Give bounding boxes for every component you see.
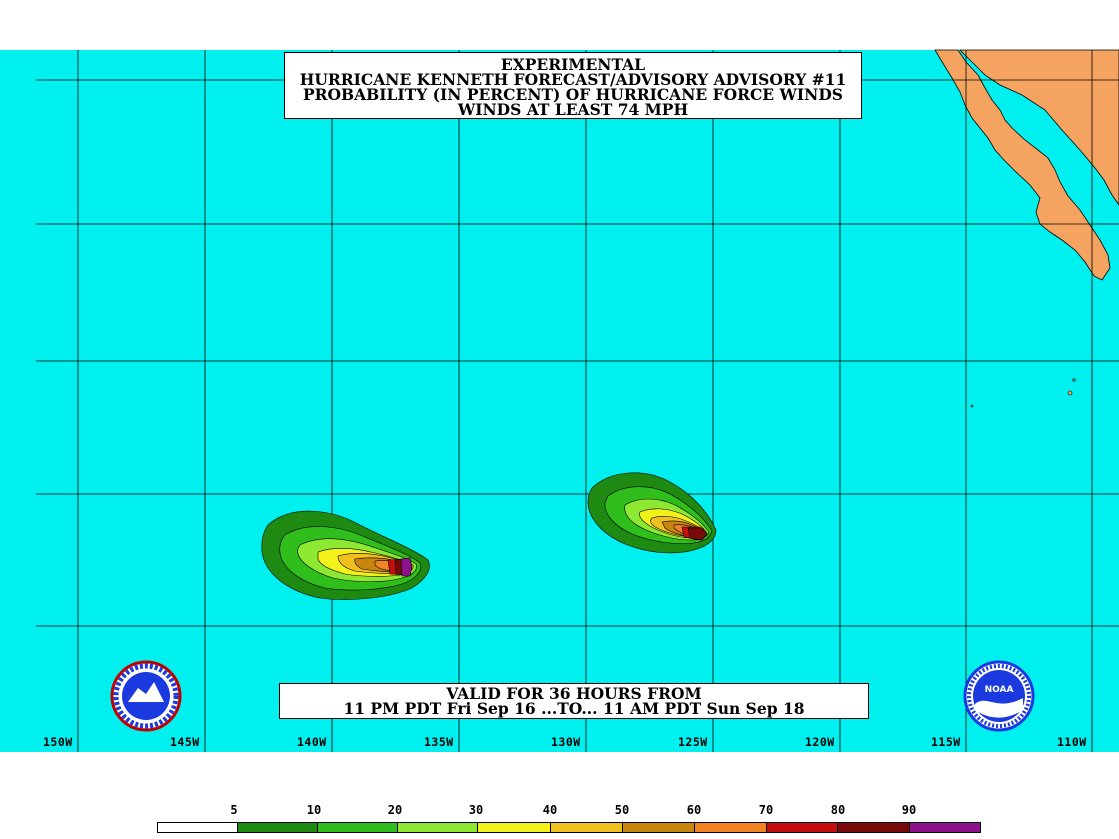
legend-label: 30 (468, 803, 484, 817)
legend-label: 60 (686, 803, 702, 817)
valid-period-box: VALID FOR 36 HOURS FROM 11 PM PDT Fri Se… (279, 683, 869, 719)
svg-text:NOAA: NOAA (985, 685, 1014, 695)
title-line-4: WINDS AT LEAST 74 MPH (457, 100, 689, 119)
legend-color-cell (238, 823, 318, 832)
lon-label-150w: 150W (43, 735, 73, 749)
island (1072, 378, 1076, 382)
land-mainland-mexico (959, 49, 1119, 206)
lon-label-125w: 125W (678, 735, 708, 749)
lon-label-135w: 135W (424, 735, 454, 749)
title-line-2: HURRICANE KENNETH FORECAST/ADVISORY ADVI… (299, 70, 847, 89)
legend-color-cell (478, 823, 551, 832)
island (970, 404, 974, 408)
nws-logo (110, 660, 182, 732)
title-line-1: EXPERIMENTAL (500, 55, 646, 74)
grid-lines (36, 50, 1119, 752)
title-box: EXPERIMENTAL HURRICANE KENNETH FORECAST/… (284, 52, 862, 119)
legend-label: 50 (614, 803, 630, 817)
valid-line-2: 11 PM PDT Fri Sep 16 ...TO... 11 AM PDT … (343, 699, 805, 718)
title-line-3: PROBABILITY (IN PERCENT) OF HURRICANE FO… (303, 85, 843, 104)
legend-color-cell (623, 823, 695, 832)
legend-color-cell (838, 823, 910, 832)
legend-color-cell (158, 823, 238, 832)
ocean (0, 50, 1119, 752)
lon-label-115w: 115W (931, 735, 961, 749)
probability-area-east (587, 472, 717, 554)
legend-label: 40 (542, 803, 558, 817)
legend-label: 90 (901, 803, 917, 817)
legend-label: 10 (306, 803, 322, 817)
lon-label-140w: 140W (297, 735, 327, 749)
lon-label-120w: 120W (805, 735, 835, 749)
legend-color-cell (695, 823, 767, 832)
lon-label-130w: 130W (551, 735, 581, 749)
probability-area-west (261, 510, 430, 600)
valid-line-1: VALID FOR 36 HOURS FROM (446, 684, 702, 703)
legend-color-cell (318, 823, 398, 832)
legend-label: 20 (387, 803, 403, 817)
island (1067, 390, 1073, 396)
legend-label: 5 (230, 803, 238, 817)
legend-color-cell (551, 823, 623, 832)
land-baja-california (934, 49, 1111, 281)
lon-label-145w: 145W (170, 735, 200, 749)
legend-color-cell (767, 823, 838, 832)
legend-label: 80 (830, 803, 846, 817)
legend-color-cell (398, 823, 478, 832)
legend-label: 70 (758, 803, 774, 817)
legend-color-bar (157, 822, 981, 833)
legend-color-cell (910, 823, 980, 832)
noaa-logo: NOAA (963, 660, 1035, 732)
lon-label-110w: 110W (1057, 735, 1087, 749)
